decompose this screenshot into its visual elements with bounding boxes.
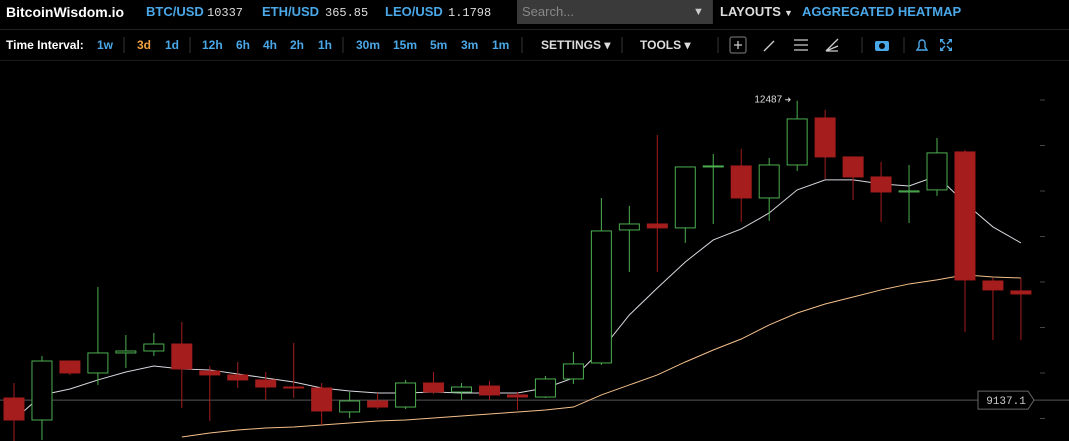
line-icon[interactable] [763,40,775,52]
candle-body [31,360,53,421]
interval-button[interactable]: 5m [430,38,448,52]
candle-body [814,117,836,158]
search-box[interactable]: Search... [517,0,712,24]
candle-body [227,374,249,381]
dropdown-arrow: ▼ [784,8,793,18]
max-label: 12487 [754,94,782,105]
candle-body [283,386,305,389]
candle-body [982,280,1004,291]
hlines-icon[interactable] [794,39,808,51]
dropdown-arrow[interactable]: ▼ [693,6,704,18]
max-arrow [785,97,791,103]
ticker-pair[interactable]: LEO/USD [385,4,443,19]
candle-body [1010,290,1032,295]
fullscreen-icon[interactable] [940,39,952,51]
candle-body [87,352,109,374]
candle-body [367,400,389,408]
tools-label: TOOLS [640,38,682,52]
candle-body [758,164,780,199]
divider [0,29,1069,30]
candle-body [674,166,696,229]
brand[interactable]: BitcoinWisdom.io [6,4,125,20]
interval-button[interactable]: 6h [236,38,251,52]
tools-menu[interactable]: TOOLS ▾ [640,38,691,52]
interval-button[interactable]: 4h [263,38,278,52]
interval-button[interactable]: 3d [137,38,152,52]
candle-body [842,156,864,178]
candle-body [870,176,892,193]
candle-body [395,382,417,408]
interval-button[interactable]: 1w [97,38,114,52]
candle-body [730,165,752,199]
candle-body [786,118,808,166]
candle-body [143,343,165,352]
candle-body [702,165,724,168]
interval-button[interactable]: 1d [165,38,180,52]
ticker-pair[interactable]: ETH/USD [262,4,320,19]
candle-body [115,350,137,354]
divider [0,60,1069,61]
price-tag [977,390,1035,410]
candle-body [423,382,445,393]
fan-icon[interactable] [825,38,839,52]
settings-label: SETTINGS [541,38,602,52]
separator [712,0,713,24]
candle-body [255,379,277,388]
menu-heatmap[interactable]: AGGREGATED HEATMAP [802,4,962,19]
settings-menu[interactable]: SETTINGS ▾ [541,38,611,52]
moving-average [181,274,1021,438]
candle-body [3,397,25,421]
candle-body [311,387,333,412]
candle-body [954,151,976,281]
interval-button[interactable]: 1m [492,38,510,52]
interval-button[interactable]: 30m [356,38,381,52]
candle-body [898,190,920,193]
bell-icon[interactable] [915,39,929,51]
interval-button[interactable]: 15m [393,38,418,52]
candle-body [534,378,556,398]
candle-body [506,394,528,398]
ticker-price: 365.85 [325,6,369,20]
candle-body [590,230,612,364]
menu-layouts[interactable]: LAYOUTS [720,4,781,19]
moving-average [13,175,1022,421]
ticker-price: 1.1798 [448,6,492,20]
candle-body [339,400,361,413]
interval-button[interactable]: 1h [318,38,333,52]
candle-body [199,370,221,376]
candle-body [926,152,948,191]
interval-button[interactable]: 2h [290,38,305,52]
candle-body [451,386,473,393]
toolbar-icons [123,36,952,54]
interval-button[interactable]: 3m [461,38,479,52]
ticker-pair[interactable]: BTC/USD [146,4,204,19]
price-label: 9137.1 [986,396,1026,408]
candle-body [478,385,500,396]
crosshair-icon[interactable] [729,36,747,54]
candle-body [618,223,640,231]
chart: 9137.1 12487 [0,94,1069,441]
candle-body [59,360,81,374]
interval-button[interactable]: 12h [202,38,223,52]
candle-body [646,223,668,229]
ticker-price: 10337 [207,6,244,20]
plus [734,41,742,49]
candle-body [562,363,584,380]
candle-body [171,343,193,370]
interval-label: Time Interval: [6,38,84,52]
